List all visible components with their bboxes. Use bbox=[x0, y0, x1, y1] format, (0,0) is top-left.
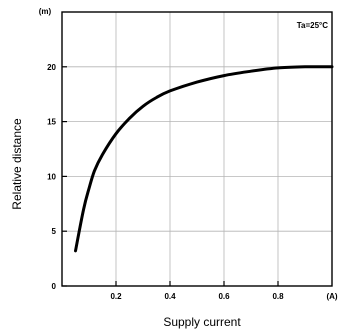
grid bbox=[62, 12, 332, 286]
x-tick-label: 0.2 bbox=[110, 292, 122, 301]
y-tick-label: 10 bbox=[47, 172, 56, 181]
temperature-annotation: Ta=25°C bbox=[297, 21, 329, 30]
y-tick-label: 0 bbox=[52, 282, 57, 291]
x-axis-title: Supply current bbox=[163, 315, 241, 329]
distance-curve bbox=[74, 65, 334, 253]
y-tick-label: 15 bbox=[47, 118, 56, 127]
tick-labels: 0.2 0.4 0.6 0.8 0 5 10 15 20 bbox=[47, 63, 284, 301]
y-axis-title: Relative distance bbox=[10, 118, 24, 210]
plot-frame bbox=[61, 11, 333, 287]
y-tick-label: 20 bbox=[47, 63, 56, 72]
y-unit-label: (m) bbox=[39, 7, 52, 16]
y-tick-label: 5 bbox=[52, 227, 57, 236]
x-tick-label: 0.8 bbox=[272, 292, 284, 301]
series bbox=[74, 65, 334, 253]
x-tick-label: 0.6 bbox=[218, 292, 230, 301]
x-unit-label: (A) bbox=[326, 292, 337, 301]
tick-marks bbox=[62, 66, 279, 287]
x-tick-label: 0.4 bbox=[164, 292, 176, 301]
